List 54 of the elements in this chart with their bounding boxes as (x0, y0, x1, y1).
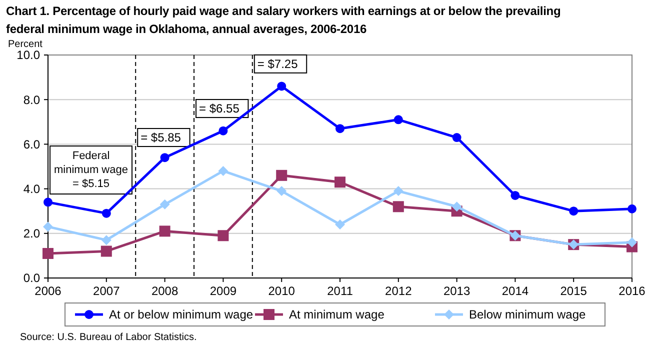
point (100, 246, 112, 257)
point (42, 248, 54, 259)
point (452, 133, 462, 142)
legend-label: At or below minimum wage (109, 308, 254, 322)
point (101, 235, 112, 246)
x-tick-label: 2009 (210, 284, 237, 298)
point (276, 170, 288, 181)
y-tick-label: 10.0 (16, 48, 40, 62)
point (218, 166, 228, 176)
annotation: = $6.55 (199, 102, 240, 116)
y-tick-label: 0.0 (23, 271, 40, 286)
y-tick-label: 2.0 (23, 226, 40, 241)
x-tick-label: 2011 (327, 284, 354, 298)
point (628, 204, 636, 214)
point (569, 206, 578, 216)
point (277, 82, 286, 91)
point (335, 219, 345, 230)
legend-label: Below minimum wage (469, 308, 586, 322)
point (336, 124, 344, 134)
source-note: Source: U.S. Bureau of Labor Statistics. (20, 332, 197, 343)
point (218, 230, 229, 242)
x-tick-label: 2007 (93, 284, 120, 298)
point (627, 237, 637, 248)
x-tick-label: 2012 (385, 284, 412, 298)
point (159, 226, 170, 237)
x-tick-label: 2015 (560, 284, 588, 298)
annotation: = $5.85 (140, 130, 182, 145)
x-tick-label: 2010 (268, 284, 296, 298)
point (392, 201, 404, 212)
point (102, 208, 111, 218)
x-tick-label: 2008 (151, 284, 178, 298)
point (43, 222, 53, 232)
x-tick-label: 2006 (34, 284, 62, 298)
chart-title: Chart 1. Percentage of hourly paid wage and salary workers with earnings at or below the prevailing federal minimum wage in Oklahoma, annual averages, 2006-2016 (6, 4, 561, 36)
point (44, 198, 52, 207)
point (218, 126, 228, 136)
point (394, 115, 403, 124)
y-axis-title: Percent (8, 39, 43, 50)
point (160, 153, 170, 162)
point (276, 186, 287, 196)
x-tick-label: 2014 (502, 284, 529, 298)
x-tick-label: 2016 (618, 284, 646, 298)
point (452, 202, 462, 212)
point (393, 186, 404, 196)
legend-label: At minimum wage (289, 308, 385, 322)
point (510, 190, 520, 200)
y-tick-label: 4.0 (23, 182, 40, 196)
x-tick-label: 2013 (443, 284, 470, 298)
y-tick-label: 6.0 (23, 137, 40, 152)
annotation: = $7.25 (257, 57, 298, 72)
point (160, 199, 170, 210)
y-tick-label: 8.0 (23, 92, 40, 107)
point (334, 176, 346, 188)
annotation: Federal minimum wage = $5.15 (54, 150, 128, 190)
